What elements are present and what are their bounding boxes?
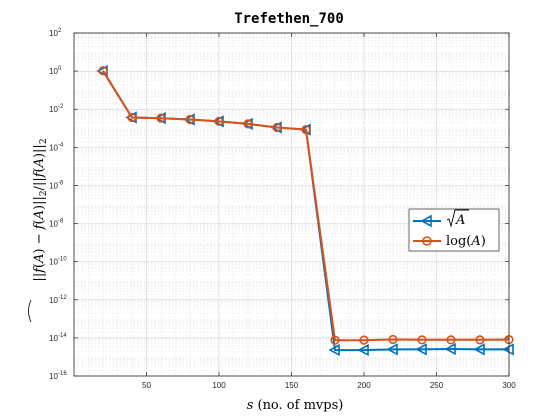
y-axis-label: ||f(A) − f(A)||2/||f(A)||2 bbox=[28, 138, 49, 323]
y-tick-label: 10 bbox=[49, 372, 58, 381]
x-tick-label: 200 bbox=[357, 381, 371, 390]
y-tick-label: 10 bbox=[49, 29, 58, 38]
legend-marker-circle bbox=[422, 236, 432, 246]
legend-marker-triangle bbox=[420, 214, 432, 228]
y-tick-label: 10 bbox=[49, 334, 58, 343]
hat-accent bbox=[28, 299, 32, 323]
data-point-circle bbox=[214, 116, 224, 126]
data-point-circle bbox=[156, 113, 166, 123]
y-tick-label: 10 bbox=[49, 258, 58, 267]
data-point-circle bbox=[330, 335, 340, 345]
y-tick-exponent: -4 bbox=[58, 142, 64, 148]
y-tick-exponent: -12 bbox=[58, 295, 67, 301]
data-point-circle bbox=[98, 66, 108, 76]
y-tick-exponent: 2 bbox=[58, 28, 62, 34]
y-tick-label: 10 bbox=[49, 296, 58, 305]
y-tick-exponent: 0 bbox=[58, 66, 62, 72]
x-tick-labels: 50 100 150 200 250 300 bbox=[142, 381, 516, 390]
data-point-triangle bbox=[502, 343, 514, 356]
legend-label-sqrt-a: A bbox=[455, 213, 465, 228]
data-point-circle bbox=[127, 112, 137, 123]
y-tick-label: 10 bbox=[49, 220, 58, 229]
data-point-triangle bbox=[328, 343, 340, 357]
x-axis-label: s (no. of mvps) bbox=[247, 398, 344, 413]
y-tick-exponent: -16 bbox=[58, 371, 67, 377]
axis-ticks bbox=[74, 32, 510, 377]
y-tick-exponent: -10 bbox=[58, 257, 67, 263]
legend-label-log-a: log(A) bbox=[446, 234, 486, 249]
data-point-circle bbox=[388, 334, 398, 345]
y-tick-label: 10 bbox=[49, 181, 58, 190]
series-line-log bbox=[102, 70, 510, 342]
x-tick-label: 250 bbox=[430, 381, 444, 390]
y-tick-label: 10 bbox=[49, 67, 58, 76]
y-tick-exponent: -14 bbox=[58, 333, 67, 339]
data-point-circle bbox=[475, 335, 485, 345]
data-point-circle bbox=[243, 119, 253, 129]
data-point-circle bbox=[417, 335, 427, 345]
y-tick-exponent: -2 bbox=[58, 104, 64, 110]
x-tick-label: 150 bbox=[285, 381, 299, 390]
y-tick-exponent: -6 bbox=[58, 180, 64, 186]
data-point-circle bbox=[185, 114, 195, 125]
data-point-triangle bbox=[357, 343, 369, 357]
data-point-triangle bbox=[444, 342, 456, 356]
data-point-circle bbox=[359, 335, 369, 345]
legend: A log(A) bbox=[408, 208, 500, 252]
x-tick-label: 100 bbox=[212, 381, 226, 390]
chart-title: Trefethen_700 bbox=[234, 11, 344, 27]
y-tick-exponent: -8 bbox=[58, 219, 64, 225]
data-point-triangle bbox=[473, 343, 485, 356]
data-point-circle bbox=[301, 125, 311, 135]
data-point-triangle bbox=[415, 343, 427, 356]
data-point-circle bbox=[272, 122, 282, 133]
x-tick-label: 300 bbox=[502, 381, 516, 390]
svg-text:||f(A) − f(A)||2/||f(A)||2: ||f(A) − f(A)||2/||f(A)||2 bbox=[32, 138, 49, 281]
y-tick-label: 10 bbox=[49, 105, 58, 114]
x-tick-label: 50 bbox=[142, 381, 151, 390]
data-point-circle bbox=[446, 335, 456, 345]
radical-sign bbox=[446, 209, 469, 228]
series-layer bbox=[96, 64, 514, 357]
data-point-triangle bbox=[386, 343, 398, 356]
y-tick-label: 10 bbox=[49, 143, 58, 152]
